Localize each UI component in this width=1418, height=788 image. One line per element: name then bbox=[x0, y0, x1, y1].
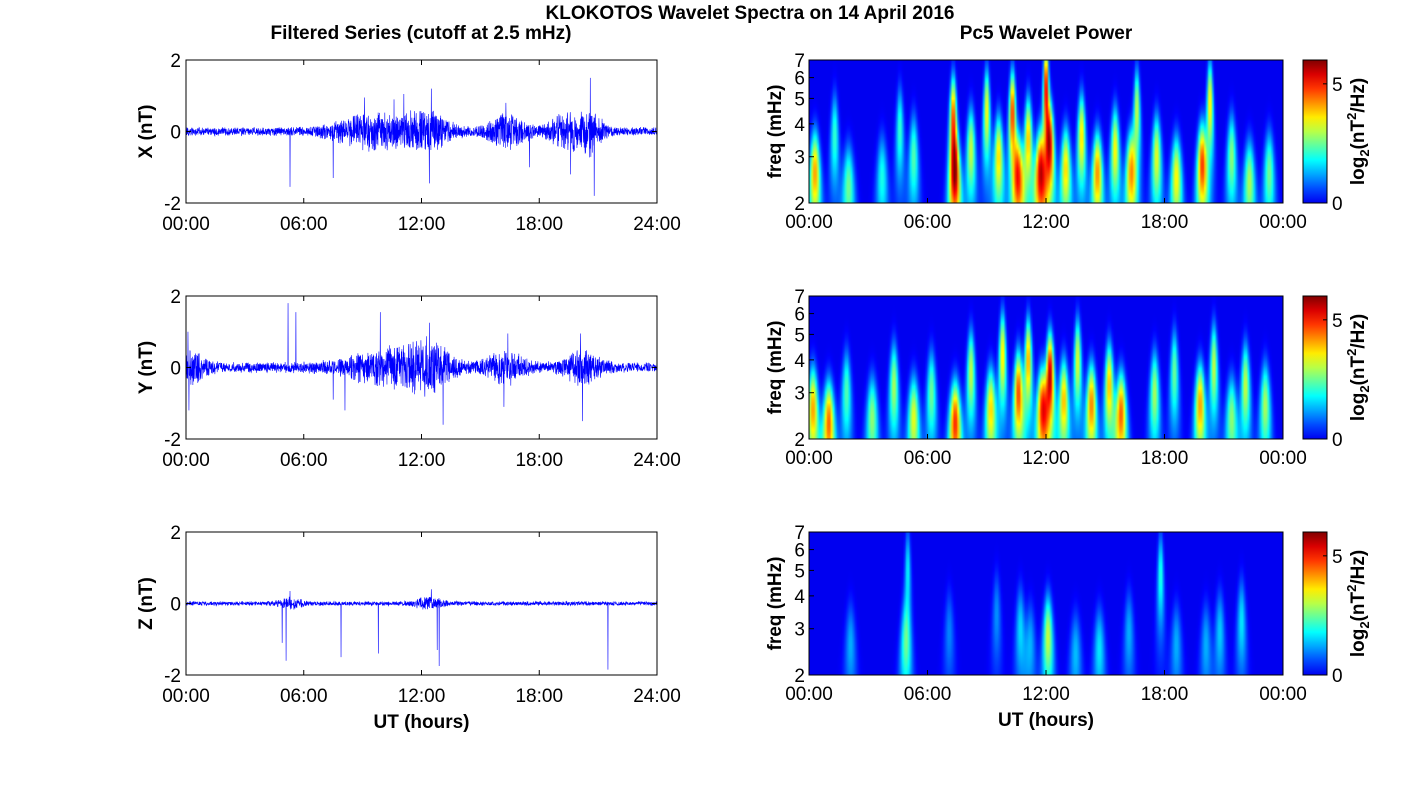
y-tick-label: 2 bbox=[170, 523, 181, 544]
x-tick-label: 18:00 bbox=[1141, 448, 1189, 469]
x-tick-label: 12:00 bbox=[1022, 684, 1070, 705]
colorbar-tick-label: 0 bbox=[1332, 666, 1343, 687]
y-tick-label: 7 bbox=[794, 287, 805, 308]
y-tick-label: 2 bbox=[794, 666, 805, 687]
y-axis-label: freq (mHz) bbox=[765, 321, 786, 415]
right-column-title: Pc5 Wavelet Power bbox=[960, 23, 1133, 44]
colorbar-scale bbox=[1302, 59, 1328, 204]
x-tick-label: 00:00 bbox=[785, 212, 833, 233]
y-tick-label: 4 bbox=[794, 115, 805, 136]
y-tick-label: 6 bbox=[794, 305, 805, 326]
y-tick-label: 5 bbox=[794, 325, 805, 346]
x-tick-label: 00:00 bbox=[162, 450, 210, 471]
x-axis-label: UT (hours) bbox=[373, 712, 469, 733]
y-tick-label: 4 bbox=[794, 351, 805, 372]
colorbar-tick-label: 5 bbox=[1332, 75, 1343, 96]
y-tick-label: 4 bbox=[794, 587, 805, 608]
x-tick-label: 18:00 bbox=[1141, 684, 1189, 705]
colorbar-tick-label: 5 bbox=[1332, 311, 1343, 332]
y-tick-label: 3 bbox=[794, 620, 805, 641]
x-tick-label: 18:00 bbox=[515, 214, 563, 235]
x-tick-label: 12:00 bbox=[398, 450, 446, 471]
y-tick-label: 0 bbox=[170, 123, 181, 144]
x-tick-label: 18:00 bbox=[1141, 212, 1189, 233]
x-tick-label: 06:00 bbox=[904, 448, 952, 469]
wavelet-power-image bbox=[809, 60, 1283, 203]
x-tick-label: 24:00 bbox=[633, 450, 681, 471]
y-tick-label: 0 bbox=[170, 595, 181, 616]
y-tick-label: -2 bbox=[164, 430, 181, 451]
series-line-x bbox=[185, 77, 658, 196]
y-axis-label: freq (mHz) bbox=[765, 85, 786, 179]
y-tick-label: 2 bbox=[170, 287, 181, 308]
colorbar-label: log2(nT2/Hz) bbox=[1344, 550, 1372, 657]
x-tick-label: 06:00 bbox=[280, 686, 328, 707]
x-tick-label: 18:00 bbox=[515, 450, 563, 471]
y-tick-label: 7 bbox=[794, 523, 805, 544]
y-tick-label: 5 bbox=[794, 89, 805, 110]
y-tick-label: 5 bbox=[794, 561, 805, 582]
y-tick-label: 6 bbox=[794, 69, 805, 90]
colorbar-tick-label: 5 bbox=[1332, 547, 1343, 568]
left-column-title: Filtered Series (cutoff at 2.5 mHz) bbox=[271, 23, 572, 44]
y-tick-label: -2 bbox=[164, 194, 181, 215]
x-tick-label: 12:00 bbox=[398, 214, 446, 235]
y-axis-label: X (nT) bbox=[136, 105, 157, 159]
wavelet-power-image bbox=[809, 296, 1283, 439]
x-tick-label: 00:00 bbox=[785, 684, 833, 705]
colorbar-tick-label: 0 bbox=[1332, 194, 1343, 215]
series-line-z bbox=[185, 589, 658, 670]
y-tick-label: 2 bbox=[170, 51, 181, 72]
x-tick-label: 06:00 bbox=[904, 212, 952, 233]
x-tick-label: 00:00 bbox=[785, 448, 833, 469]
y-tick-label: 3 bbox=[794, 384, 805, 405]
y-axis-label: Y (nT) bbox=[136, 341, 157, 394]
x-tick-label: 06:00 bbox=[280, 214, 328, 235]
y-axis-label: Z (nT) bbox=[136, 577, 157, 630]
y-tick-label: -2 bbox=[164, 666, 181, 687]
y-tick-label: 0 bbox=[170, 359, 181, 380]
x-tick-label: 00:00 bbox=[1259, 212, 1307, 233]
figure-suptitle: KLOKOTOS Wavelet Spectra on 14 April 201… bbox=[546, 3, 955, 24]
y-tick-label: 3 bbox=[794, 148, 805, 169]
x-tick-label: 06:00 bbox=[904, 684, 952, 705]
x-tick-label: 24:00 bbox=[633, 214, 681, 235]
y-tick-label: 7 bbox=[794, 51, 805, 72]
x-tick-label: 06:00 bbox=[280, 450, 328, 471]
y-tick-label: 2 bbox=[794, 430, 805, 451]
y-tick-label: 2 bbox=[794, 194, 805, 215]
timeseries-panel-y: 00:00 06:00 12:00 18:00 24:00 -2 0 2 Y (nT) bbox=[136, 287, 681, 471]
x-tick-label: 24:00 bbox=[633, 686, 681, 707]
x-tick-label: 00:00 bbox=[1259, 448, 1307, 469]
timeseries-panel-z: 00:00 06:00 12:00 18:00 24:00 -2 0 2 Z (nT) UT (h… bbox=[136, 523, 681, 733]
colorbar-scale bbox=[1302, 531, 1328, 676]
timeseries-panel-x: 00:00 06:00 12:00 18:00 24:00 -2 0 2 X (nT) bbox=[136, 51, 681, 235]
x-tick-label: 12:00 bbox=[398, 686, 446, 707]
x-tick-label: 00:00 bbox=[162, 686, 210, 707]
x-axis-label: UT (hours) bbox=[998, 710, 1094, 731]
series-line-y bbox=[185, 303, 658, 425]
colorbar-label: log2(nT2/Hz) bbox=[1344, 314, 1372, 421]
wavelet-power-image bbox=[809, 532, 1283, 675]
x-tick-label: 00:00 bbox=[162, 214, 210, 235]
x-tick-label: 12:00 bbox=[1022, 212, 1070, 233]
x-tick-label: 12:00 bbox=[1022, 448, 1070, 469]
x-tick-label: 18:00 bbox=[515, 686, 563, 707]
y-axis-label: freq (mHz) bbox=[765, 557, 786, 651]
x-tick-label: 00:00 bbox=[1259, 684, 1307, 705]
y-tick-label: 6 bbox=[794, 541, 805, 562]
colorbar-tick-label: 0 bbox=[1332, 430, 1343, 451]
colorbar-label: log2(nT2/Hz) bbox=[1344, 78, 1372, 185]
colorbar-scale bbox=[1302, 295, 1328, 440]
